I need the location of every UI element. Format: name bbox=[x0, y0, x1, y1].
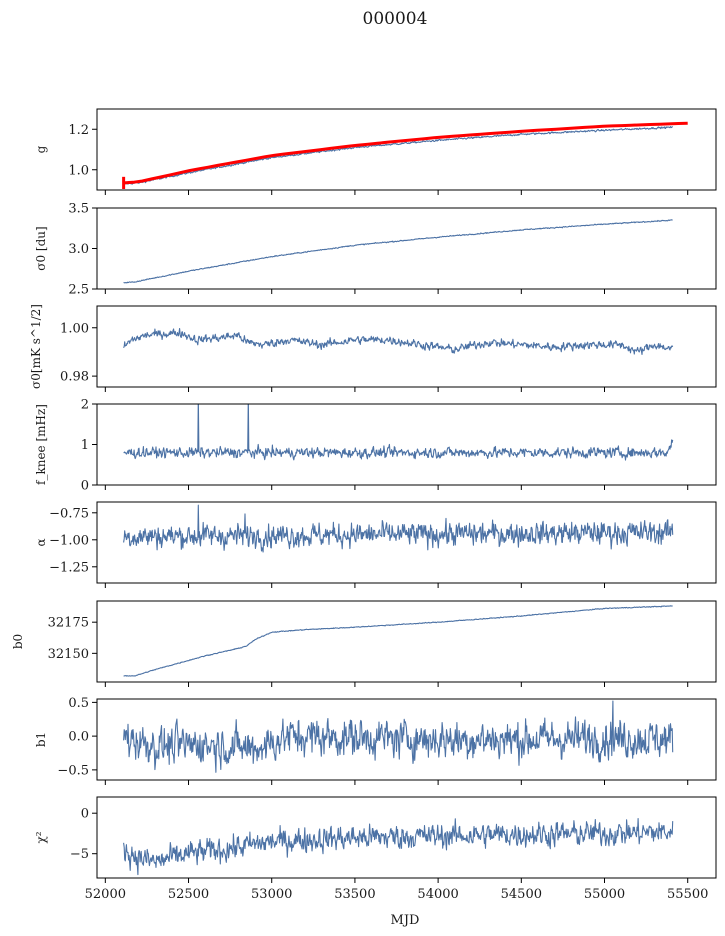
axes-frame bbox=[96, 305, 717, 388]
series-line-sigma0_mK bbox=[123, 327, 674, 355]
x-tick-label: 52500 bbox=[168, 887, 209, 902]
x-tick-label: 52000 bbox=[85, 887, 126, 902]
y-tick-label: −1.00 bbox=[49, 533, 89, 548]
series-line-b1 bbox=[123, 700, 674, 773]
axes-frame bbox=[96, 403, 717, 486]
series-line-sigma0_du bbox=[123, 219, 673, 284]
y-tick-label: 0 bbox=[81, 807, 89, 822]
axes-frame bbox=[96, 501, 717, 584]
panel-sigma0-du: 2.5 3.0 3.5 σ0 [du] bbox=[34, 202, 717, 298]
y-tick-label: 0.98 bbox=[60, 370, 89, 385]
y-tick-label: 0.0 bbox=[68, 730, 89, 745]
y-axis-label: σ0 [du] bbox=[34, 226, 48, 270]
series-line-fknee bbox=[123, 404, 674, 461]
y-axis-label: b0 bbox=[11, 634, 25, 649]
x-tick-label: 55500 bbox=[667, 887, 708, 902]
y-tick-label: −1.25 bbox=[49, 560, 89, 575]
y-axis-label: f_knee [mHz] bbox=[34, 404, 48, 485]
axes-frame bbox=[96, 796, 717, 879]
y-axis-label: b1 bbox=[34, 732, 48, 747]
panel-alpha: −1.25 −1.00 −0.75 α bbox=[34, 501, 717, 588]
series-line-b0 bbox=[123, 605, 673, 677]
x-tick-label: 55000 bbox=[584, 887, 625, 902]
y-tick-label: 2 bbox=[81, 398, 89, 413]
series-line-model-fit bbox=[123, 121, 688, 185]
y-tick-label: 1.0 bbox=[68, 163, 89, 178]
y-tick-label: 3.0 bbox=[68, 242, 89, 257]
axes-frame bbox=[96, 108, 717, 191]
x-tick-label: 54500 bbox=[501, 887, 542, 902]
y-tick-label: −0.5 bbox=[57, 763, 89, 778]
axes-frame bbox=[96, 207, 717, 290]
y-tick-label: 1 bbox=[81, 438, 89, 453]
panel-chi2: −5 0 52000 52500 53000 53500 54000 54500 55000 55… bbox=[34, 796, 717, 902]
y-tick-label: −5 bbox=[70, 847, 89, 862]
y-axis-label: α bbox=[34, 538, 48, 546]
x-tick-label: 53000 bbox=[251, 887, 292, 902]
y-tick-label: 3.5 bbox=[68, 202, 89, 217]
axes-frame bbox=[96, 600, 717, 683]
panel-b0: 32150 32175 b0 bbox=[11, 600, 717, 687]
y-tick-label: 0 bbox=[81, 479, 89, 494]
x-tick-label: 53500 bbox=[334, 887, 375, 902]
y-tick-label: 32175 bbox=[48, 616, 89, 631]
x-tick-label: 54000 bbox=[417, 887, 458, 902]
chart-title: 000004 bbox=[363, 9, 428, 29]
axes-frame bbox=[96, 698, 717, 781]
x-axis-label: MJD bbox=[391, 913, 420, 928]
y-tick-label: 32150 bbox=[48, 647, 89, 662]
y-axis-label: χ² bbox=[34, 831, 48, 843]
y-tick-label: 1.00 bbox=[60, 321, 89, 336]
series-line-chi2 bbox=[123, 818, 674, 876]
panel-fknee: 0 1 2 f_knee [mHz] bbox=[34, 398, 717, 494]
panels: 1.0 1.2 g 2.5 3.0 3.5 σ0 [du] 0.98 1.00 σ0[mK s^1… bbox=[11, 108, 717, 902]
panel-gain: 1.0 1.2 g bbox=[34, 108, 717, 195]
y-axis-label: g bbox=[34, 145, 48, 153]
panel-b1: −0.5 0.0 0.5 b1 bbox=[34, 696, 717, 785]
panel-sigma0-mk: 0.98 1.00 σ0[mK s^1/2] bbox=[29, 304, 717, 392]
y-tick-label: −0.75 bbox=[49, 506, 89, 521]
y-tick-label: 0.5 bbox=[68, 696, 89, 711]
y-tick-label: 1.2 bbox=[68, 123, 89, 138]
series-line-g bbox=[123, 125, 674, 185]
series-line-alpha bbox=[123, 504, 674, 553]
y-tick-label: 2.5 bbox=[68, 283, 89, 298]
y-axis-label: σ0[mK s^1/2] bbox=[29, 304, 43, 389]
